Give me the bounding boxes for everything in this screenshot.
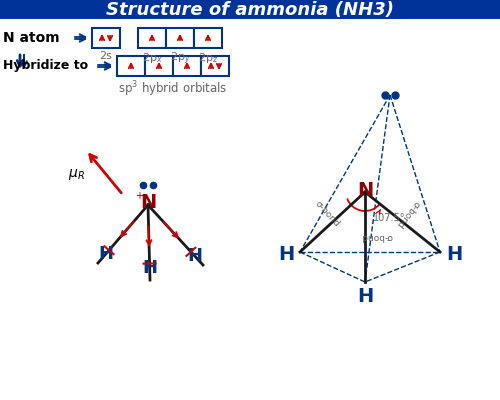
Text: N: N bbox=[140, 194, 156, 212]
Bar bbox=[145, 56, 173, 76]
Text: H: H bbox=[357, 286, 373, 306]
Bar bbox=[201, 56, 229, 76]
Text: Hybridize to: Hybridize to bbox=[3, 60, 88, 72]
Text: sp$^3$ hybrid orbitals: sp$^3$ hybrid orbitals bbox=[118, 79, 228, 99]
Text: H: H bbox=[188, 247, 202, 265]
Text: 2p$_y$: 2p$_y$ bbox=[170, 51, 190, 67]
Text: H: H bbox=[98, 245, 114, 263]
Text: 2s: 2s bbox=[100, 51, 112, 61]
Text: 107.5°: 107.5° bbox=[373, 213, 406, 223]
Text: +: + bbox=[135, 191, 143, 201]
Bar bbox=[194, 28, 222, 48]
Bar bbox=[0, 0, 500, 19]
Text: N: N bbox=[357, 180, 373, 200]
Text: H: H bbox=[278, 244, 294, 264]
Text: Structure of ammonia (NH3): Structure of ammonia (NH3) bbox=[106, 1, 394, 19]
Text: σ-bond: σ-bond bbox=[361, 232, 393, 242]
Text: $\mu_R$: $\mu_R$ bbox=[68, 168, 84, 182]
Bar bbox=[166, 28, 194, 48]
Text: 2p$_x$: 2p$_x$ bbox=[142, 51, 163, 65]
Bar bbox=[117, 56, 145, 76]
Text: H: H bbox=[142, 259, 157, 277]
Bar bbox=[173, 56, 201, 76]
Text: N atom: N atom bbox=[3, 31, 59, 45]
Text: σ-bond: σ-bond bbox=[394, 199, 421, 229]
Bar bbox=[138, 28, 166, 48]
Text: H: H bbox=[446, 244, 462, 264]
Text: σ-bond: σ-bond bbox=[314, 199, 342, 229]
Bar bbox=[92, 28, 120, 48]
Text: 2p$_z$: 2p$_z$ bbox=[198, 51, 218, 65]
